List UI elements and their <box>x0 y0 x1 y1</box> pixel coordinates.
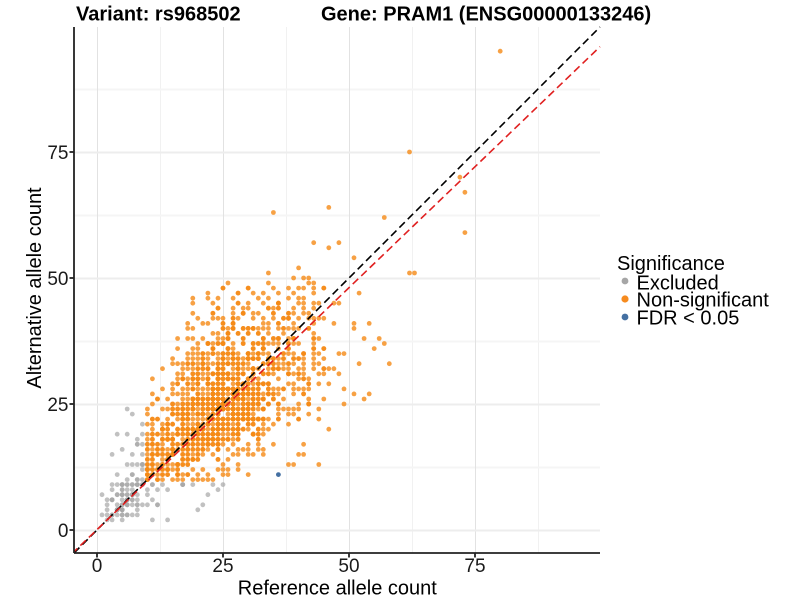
svg-text:75: 75 <box>47 143 68 164</box>
svg-text:Reference allele count: Reference allele count <box>238 578 437 600</box>
svg-text:75: 75 <box>464 556 485 577</box>
svg-text:Alternative allele count: Alternative allele count <box>24 187 46 389</box>
svg-text:FDR < 0.05: FDR < 0.05 <box>637 307 740 329</box>
svg-text:Non-significant: Non-significant <box>637 290 770 312</box>
svg-text:50: 50 <box>338 556 359 577</box>
svg-text:0: 0 <box>92 556 103 577</box>
svg-text:Gene: PRAM1 (ENSG00000133246): Gene: PRAM1 (ENSG00000133246) <box>321 4 651 26</box>
svg-text:Significance: Significance <box>617 253 725 275</box>
svg-text:Excluded: Excluded <box>637 272 719 294</box>
svg-text:50: 50 <box>47 269 68 290</box>
svg-text:0: 0 <box>58 521 69 542</box>
svg-text:Variant: rs968502: Variant: rs968502 <box>76 4 241 26</box>
svg-text:25: 25 <box>47 395 68 416</box>
svg-text:25: 25 <box>212 556 233 577</box>
